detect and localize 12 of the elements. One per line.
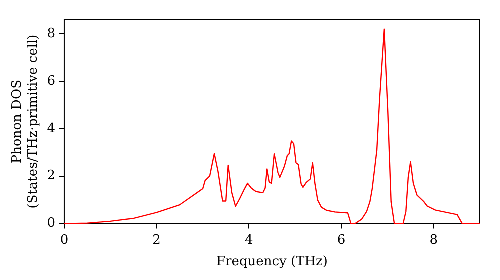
x-tick-label: 0 — [60, 232, 69, 248]
x-tick-label: 4 — [245, 232, 254, 248]
x-tick-label: 2 — [152, 232, 161, 248]
y-tick-label: 2 — [47, 168, 56, 184]
y-axis-title: Phonon DOS (States/THz·primitive cell) — [10, 34, 41, 209]
y-tick-label: 8 — [47, 26, 56, 42]
y-tick-label: 0 — [47, 216, 56, 232]
x-tick-label: 8 — [430, 232, 438, 248]
y-tick-label: 4 — [47, 121, 56, 136]
x-axis-title: Frequency (THz) — [216, 254, 328, 270]
y-tick-label: 6 — [47, 74, 56, 89]
x-tick-label: 6 — [337, 232, 346, 248]
